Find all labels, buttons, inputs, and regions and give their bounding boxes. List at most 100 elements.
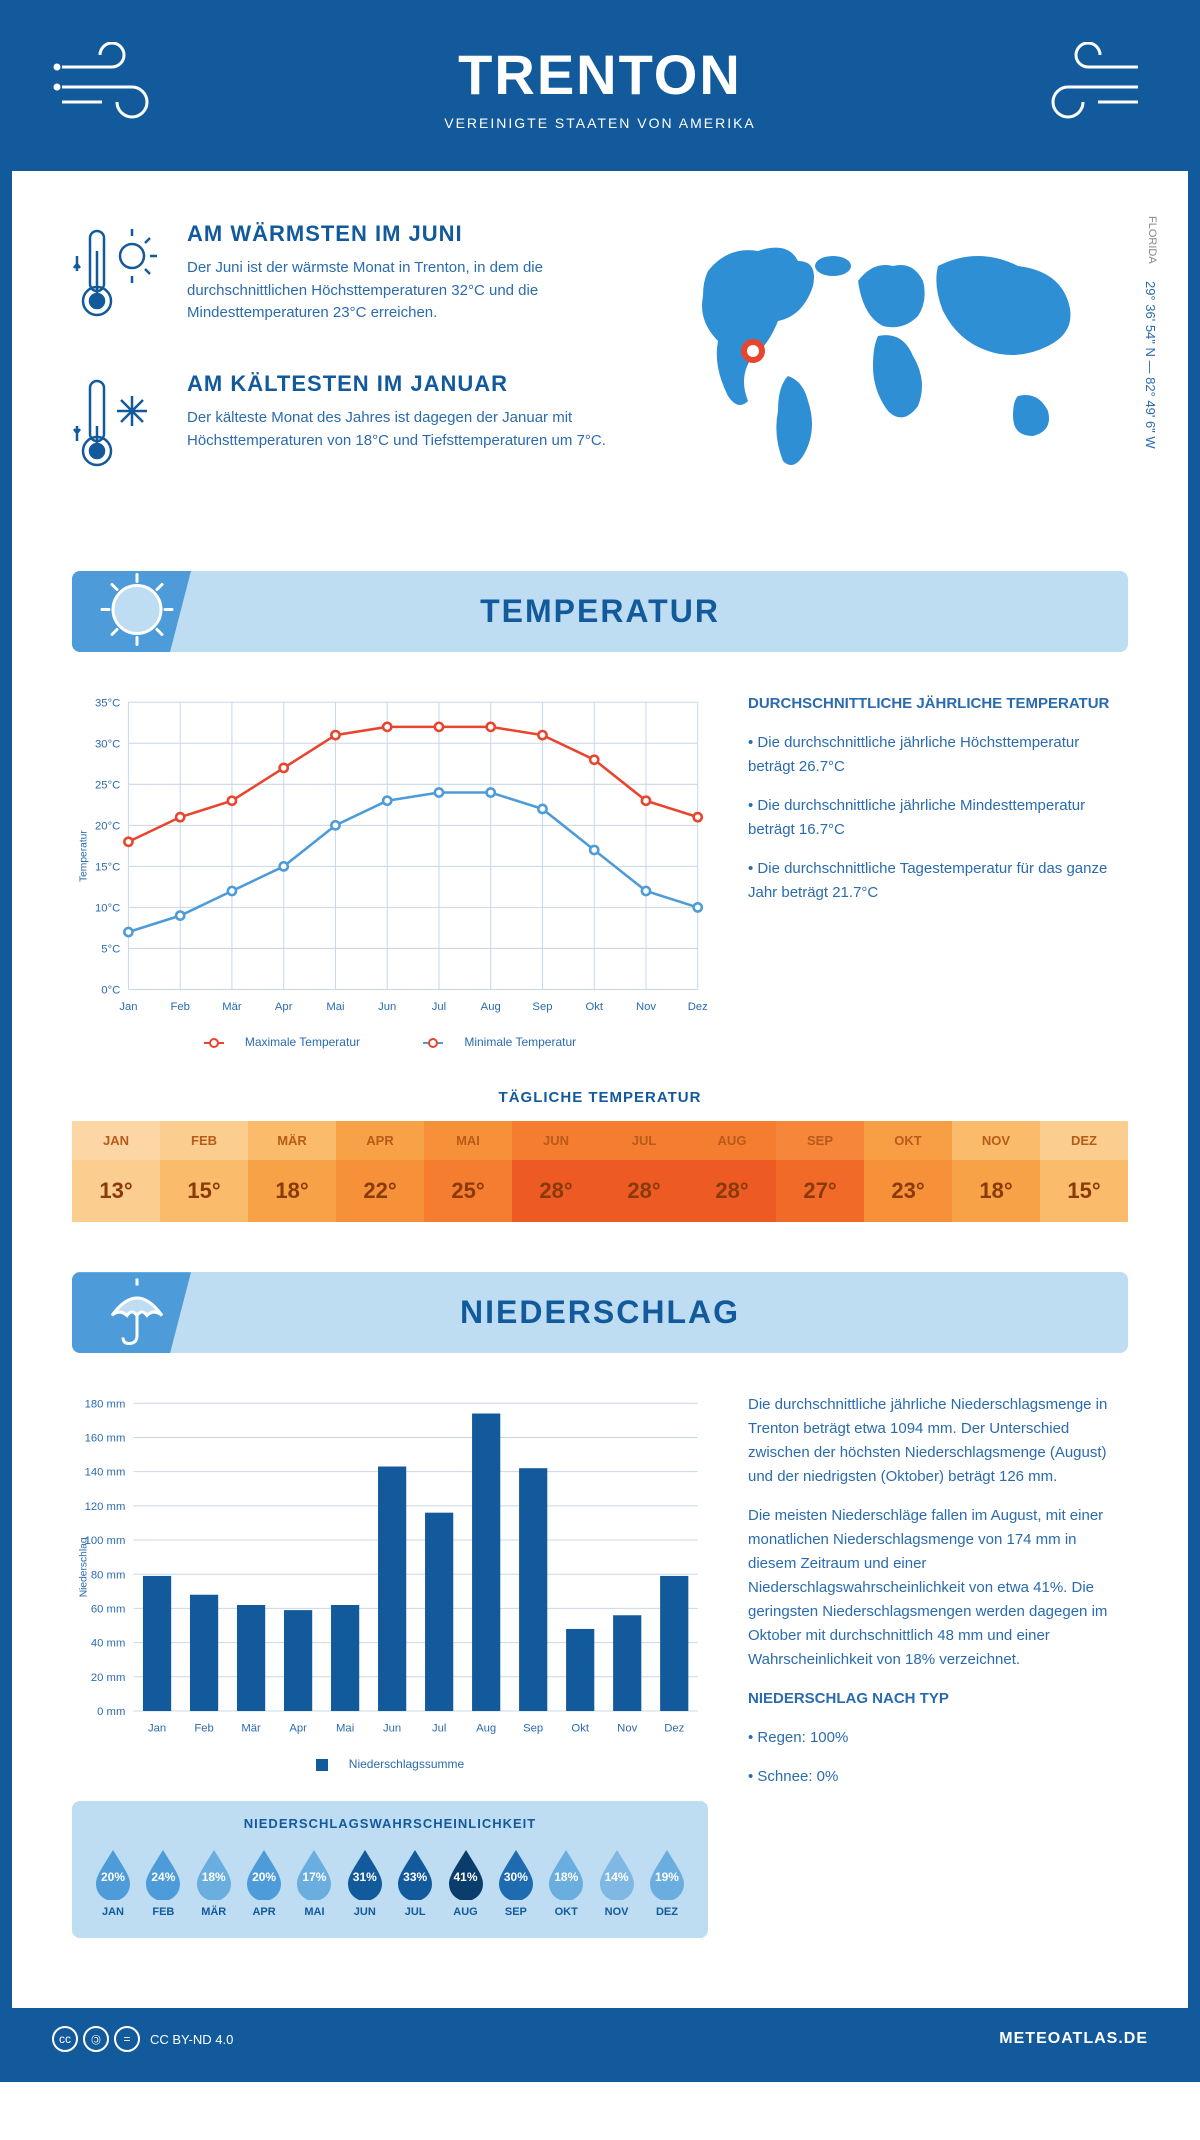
sun-icon [97, 571, 177, 652]
svg-text:Dez: Dez [688, 1001, 708, 1013]
svg-text:Apr: Apr [275, 1001, 293, 1013]
summary-bullet: • Die durchschnittliche Tagestemperatur … [748, 857, 1128, 905]
warmest-title: AM WÄRMSTEN IM JUNI [187, 221, 618, 247]
world-map: FLORIDA 29° 36' 54" N — 82° 49' 6" W [658, 221, 1128, 521]
cc-icons: cc 🄯 = [52, 2026, 140, 2052]
header: TRENTON VEREINIGTE STAATEN VON AMERIKA [12, 12, 1188, 171]
brand-name: METEOATLAS.DE [999, 2030, 1148, 2048]
svg-text:Dez: Dez [664, 1723, 684, 1735]
probability-drop: 19% DEZ [646, 1846, 688, 1918]
thermometer-sun-icon [72, 221, 162, 336]
warmest-text: Der Juni ist der wärmste Monat in Trento… [187, 257, 618, 325]
precip-type-item: • Schnee: 0% [748, 1765, 1128, 1789]
probability-drop: 30% SEP [495, 1846, 537, 1918]
svg-text:20°C: 20°C [95, 820, 120, 832]
svg-text:Feb: Feb [170, 1001, 189, 1013]
svg-text:0°C: 0°C [101, 985, 120, 997]
svg-text:120 mm: 120 mm [85, 1501, 126, 1513]
svg-text:Mär: Mär [241, 1723, 261, 1735]
probability-drop: 24% FEB [142, 1846, 184, 1918]
temperature-banner: TEMPERATUR [72, 571, 1128, 652]
temp-table-col: MÄR18° [248, 1121, 336, 1222]
svg-text:Mär: Mär [222, 1001, 242, 1013]
section-title: NIEDERSCHLAG [72, 1294, 1128, 1331]
probability-drop: 20% APR [243, 1846, 285, 1918]
temp-table-col: NOV18° [952, 1121, 1040, 1222]
svg-text:Sep: Sep [532, 1001, 552, 1013]
svg-text:Apr: Apr [289, 1723, 307, 1735]
wind-icon [52, 42, 172, 127]
probability-drop: 41% AUG [445, 1846, 487, 1918]
svg-text:35°C: 35°C [95, 697, 120, 709]
svg-text:180 mm: 180 mm [85, 1399, 126, 1411]
warmest-fact: AM WÄRMSTEN IM JUNI Der Juni ist der wär… [72, 221, 618, 336]
precip-paragraph: Die durchschnittliche jährliche Niedersc… [748, 1393, 1128, 1489]
svg-text:Jun: Jun [383, 1723, 401, 1735]
temp-table-col: DEZ15° [1040, 1121, 1128, 1222]
coldest-text: Der kälteste Monat des Jahres ist dagege… [187, 407, 618, 452]
precip-summary: Die durchschnittliche jährliche Niedersc… [748, 1393, 1128, 1938]
precipitation-probability-box: NIEDERSCHLAGSWAHRSCHEINLICHKEIT 20% JAN … [72, 1801, 708, 1938]
probability-drop: 17% MAI [293, 1846, 335, 1918]
temp-table-col: AUG28° [688, 1121, 776, 1222]
svg-text:Jan: Jan [119, 1001, 137, 1013]
coldest-title: AM KÄLTESTEN IM JANUAR [187, 371, 618, 397]
svg-text:30°C: 30°C [95, 738, 120, 750]
precip-type-item: • Regen: 100% [748, 1726, 1128, 1750]
temp-table-col: JAN13° [72, 1121, 160, 1222]
license-text: CC BY-ND 4.0 [150, 2032, 233, 2047]
temp-summary: DURCHSCHNITTLICHE JÄHRLICHE TEMPERATUR •… [748, 692, 1128, 1049]
temp-table-col: JUN28° [512, 1121, 600, 1222]
probability-drop: 20% JAN [92, 1846, 134, 1918]
precipitation-chart: 0 mm20 mm40 mm60 mm80 mm100 mm120 mm140 … [72, 1393, 708, 1742]
temp-table-col: FEB15° [160, 1121, 248, 1222]
coldest-fact: AM KÄLTESTEN IM JANUAR Der kälteste Mona… [72, 371, 618, 486]
daily-temp-table: JAN13°FEB15°MÄR18°APR22°MAI25°JUN28°JUL2… [72, 1121, 1128, 1222]
temp-table-col: MAI25° [424, 1121, 512, 1222]
svg-text:Mai: Mai [336, 1723, 354, 1735]
temperature-chart: 0°C5°C10°C15°C20°C25°C30°C35°CJanFebMärA… [72, 692, 708, 1020]
svg-text:Sep: Sep [523, 1723, 543, 1735]
svg-text:Feb: Feb [194, 1723, 213, 1735]
summary-heading: DURCHSCHNITTLICHE JÄHRLICHE TEMPERATUR [748, 692, 1128, 716]
svg-text:Jan: Jan [148, 1723, 166, 1735]
svg-text:Aug: Aug [481, 1001, 501, 1013]
svg-text:100 mm: 100 mm [85, 1535, 126, 1547]
probability-drop: 33% JUL [394, 1846, 436, 1918]
country-subtitle: VEREINIGTE STAATEN VON AMERIKA [12, 115, 1188, 131]
precip-paragraph: Die meisten Niederschläge fallen im Augu… [748, 1504, 1128, 1672]
temp-table-col: SEP27° [776, 1121, 864, 1222]
temp-table-col: APR22° [336, 1121, 424, 1222]
svg-text:15°C: 15°C [95, 861, 120, 873]
svg-text:Niederschlag: Niederschlag [78, 1537, 89, 1597]
svg-text:Okt: Okt [585, 1001, 603, 1013]
summary-bullet: • Die durchschnittliche jährliche Höchst… [748, 731, 1128, 779]
temp-table-col: JUL28° [600, 1121, 688, 1222]
svg-text:60 mm: 60 mm [91, 1604, 125, 1616]
precipitation-banner: NIEDERSCHLAG [72, 1272, 1128, 1353]
umbrella-icon [97, 1272, 177, 1353]
probability-title: NIEDERSCHLAGSWAHRSCHEINLICHKEIT [92, 1816, 688, 1831]
svg-text:40 mm: 40 mm [91, 1638, 125, 1650]
temp-table-col: OKT23° [864, 1121, 952, 1222]
svg-text:160 mm: 160 mm [85, 1433, 126, 1445]
svg-text:80 mm: 80 mm [91, 1570, 125, 1582]
probability-drop: 18% OKT [545, 1846, 587, 1918]
svg-text:Okt: Okt [571, 1723, 589, 1735]
probability-drop: 14% NOV [596, 1846, 638, 1918]
daily-temp-title: TÄGLICHE TEMPERATUR [72, 1089, 1128, 1106]
svg-text:Nov: Nov [636, 1001, 656, 1013]
svg-text:Jun: Jun [378, 1001, 396, 1013]
city-title: TRENTON [12, 42, 1188, 107]
svg-text:Jul: Jul [432, 1723, 446, 1735]
svg-text:Nov: Nov [617, 1723, 637, 1735]
svg-text:0 mm: 0 mm [97, 1706, 125, 1718]
svg-text:140 mm: 140 mm [85, 1467, 126, 1479]
svg-text:Aug: Aug [476, 1723, 496, 1735]
svg-text:25°C: 25°C [95, 779, 120, 791]
precip-type-heading: NIEDERSCHLAG NACH TYP [748, 1687, 1128, 1711]
page-frame: TRENTON VEREINIGTE STAATEN VON AMERIKA A… [0, 0, 1200, 2082]
summary-bullet: • Die durchschnittliche jährliche Mindes… [748, 794, 1128, 842]
coordinates: 29° 36' 54" N — 82° 49' 6" W [1143, 281, 1158, 449]
precip-legend: Niederschlagssumme [72, 1757, 708, 1771]
